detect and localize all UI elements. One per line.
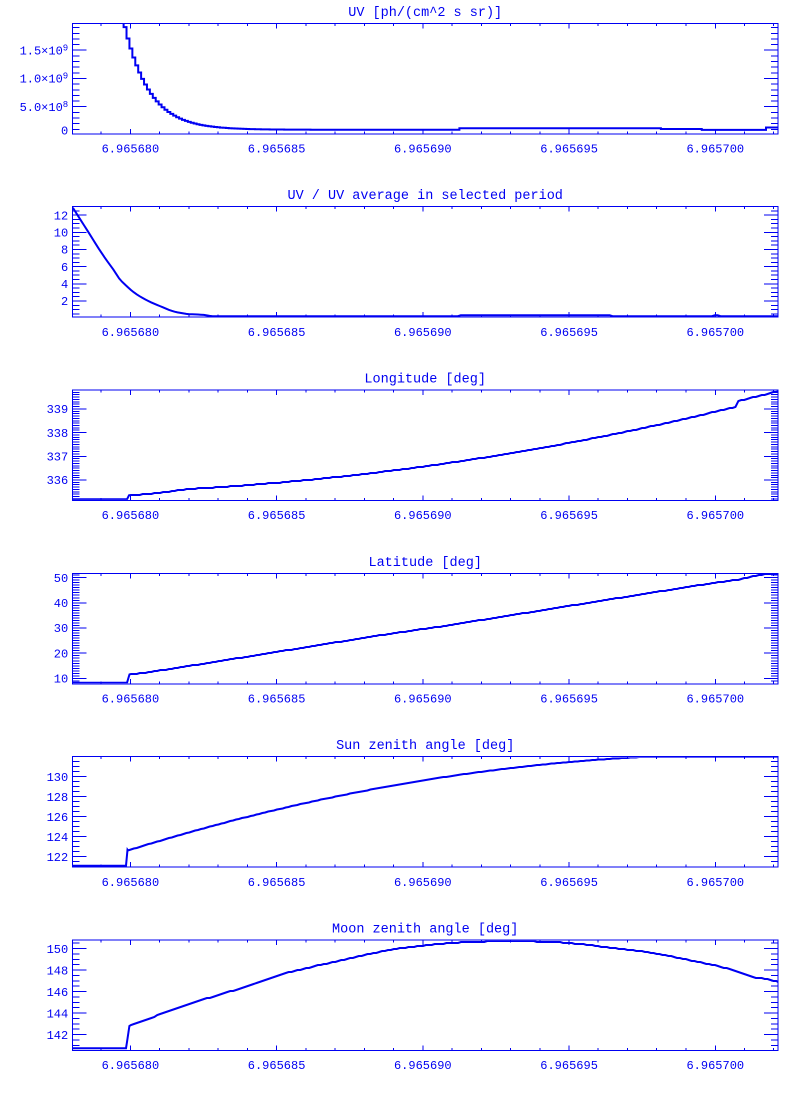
svg-text:12: 12 — [54, 209, 68, 223]
svg-text:6.965700: 6.965700 — [686, 326, 744, 340]
svg-text:6.965700: 6.965700 — [686, 509, 744, 523]
svg-text:6.965685: 6.965685 — [248, 143, 306, 157]
svg-text:40: 40 — [54, 597, 68, 611]
svg-text:Moon zenith angle [deg]: Moon zenith angle [deg] — [332, 923, 518, 938]
svg-text:UV / UV average in selected pe: UV / UV average in selected period — [287, 189, 562, 204]
svg-text:30: 30 — [54, 622, 68, 636]
svg-text:4: 4 — [61, 278, 68, 292]
svg-text:6.965680: 6.965680 — [102, 143, 160, 157]
svg-text:6.965690: 6.965690 — [394, 1059, 452, 1073]
svg-text:339: 339 — [47, 403, 69, 417]
svg-text:6.965680: 6.965680 — [102, 1059, 160, 1073]
svg-text:2: 2 — [61, 295, 68, 309]
svg-text:6.965685: 6.965685 — [248, 1059, 306, 1073]
svg-text:1.5×109: 1.5×109 — [20, 43, 69, 58]
svg-text:6.965700: 6.965700 — [686, 1059, 744, 1073]
svg-text:20: 20 — [54, 647, 68, 661]
svg-text:6.965685: 6.965685 — [248, 509, 306, 523]
svg-text:6.965680: 6.965680 — [102, 326, 160, 340]
svg-text:337: 337 — [47, 451, 69, 465]
svg-text:6.965680: 6.965680 — [102, 509, 160, 523]
svg-text:8: 8 — [61, 244, 68, 258]
svg-text:6.965680: 6.965680 — [102, 693, 160, 707]
svg-text:144: 144 — [47, 1007, 69, 1021]
svg-text:336: 336 — [47, 474, 69, 488]
svg-text:1.0×109: 1.0×109 — [20, 72, 69, 87]
svg-text:6.965700: 6.965700 — [686, 876, 744, 890]
svg-text:6.965695: 6.965695 — [540, 143, 598, 157]
svg-text:10: 10 — [54, 673, 68, 687]
svg-text:6.965695: 6.965695 — [540, 509, 598, 523]
svg-text:6.965695: 6.965695 — [540, 693, 598, 707]
svg-text:6.965685: 6.965685 — [248, 326, 306, 340]
svg-text:148: 148 — [47, 964, 69, 978]
svg-text:6: 6 — [61, 261, 68, 275]
svg-text:0: 0 — [61, 124, 68, 138]
svg-text:126: 126 — [47, 811, 69, 825]
svg-text:146: 146 — [47, 986, 69, 1000]
svg-text:Longitude [deg]: Longitude [deg] — [364, 373, 486, 388]
svg-text:6.965695: 6.965695 — [540, 1059, 598, 1073]
svg-text:142: 142 — [47, 1029, 69, 1043]
svg-text:150: 150 — [47, 943, 69, 957]
svg-text:6.965700: 6.965700 — [686, 143, 744, 157]
svg-text:122: 122 — [47, 851, 69, 865]
svg-text:10: 10 — [54, 227, 68, 241]
svg-text:6.965690: 6.965690 — [394, 876, 452, 890]
svg-text:6.965690: 6.965690 — [394, 143, 452, 157]
svg-text:6.965690: 6.965690 — [394, 326, 452, 340]
svg-text:6.965695: 6.965695 — [540, 326, 598, 340]
svg-text:338: 338 — [47, 427, 69, 441]
svg-text:50: 50 — [54, 572, 68, 586]
svg-text:Sun zenith angle [deg]: Sun zenith angle [deg] — [336, 739, 514, 754]
svg-text:UV [ph/(cm^2 s sr)]: UV [ph/(cm^2 s sr)] — [348, 6, 502, 21]
svg-text:6.965700: 6.965700 — [686, 693, 744, 707]
svg-text:6.965680: 6.965680 — [102, 876, 160, 890]
svg-text:6.965685: 6.965685 — [248, 693, 306, 707]
svg-text:6.965685: 6.965685 — [248, 876, 306, 890]
svg-text:5.0×108: 5.0×108 — [20, 100, 69, 115]
svg-text:Latitude [deg]: Latitude [deg] — [368, 556, 481, 571]
svg-text:128: 128 — [47, 791, 69, 805]
svg-text:6.965690: 6.965690 — [394, 693, 452, 707]
svg-text:6.965695: 6.965695 — [540, 876, 598, 890]
svg-text:130: 130 — [47, 771, 69, 785]
svg-text:6.965690: 6.965690 — [394, 509, 452, 523]
svg-text:124: 124 — [47, 831, 69, 845]
